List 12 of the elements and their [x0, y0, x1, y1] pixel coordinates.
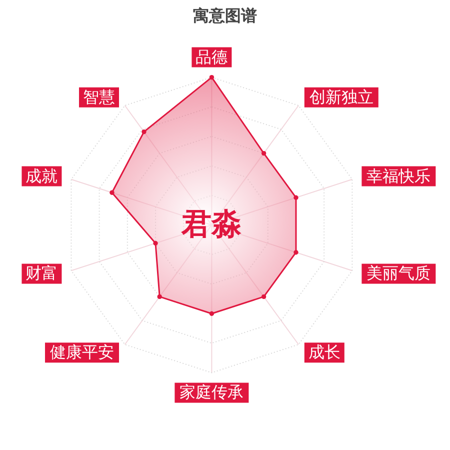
spoke-label: 品德 [196, 47, 228, 66]
spoke-label: 幸福快乐 [366, 166, 431, 186]
chart-title: 寓意图谱 [193, 6, 257, 25]
spoke-label: 健康平安 [50, 342, 114, 362]
spoke-label: 财富 [26, 264, 58, 283]
text: 君淼 [180, 207, 242, 242]
spoke-label: 成长 [308, 342, 340, 362]
spoke-label: 美丽气质 [366, 264, 431, 283]
spoke-label: 智慧 [83, 87, 116, 106]
spoke-label: 创新独立 [309, 87, 374, 106]
spoke-label: 家庭传承 [180, 382, 244, 402]
spoke-label: 成就 [26, 166, 58, 186]
